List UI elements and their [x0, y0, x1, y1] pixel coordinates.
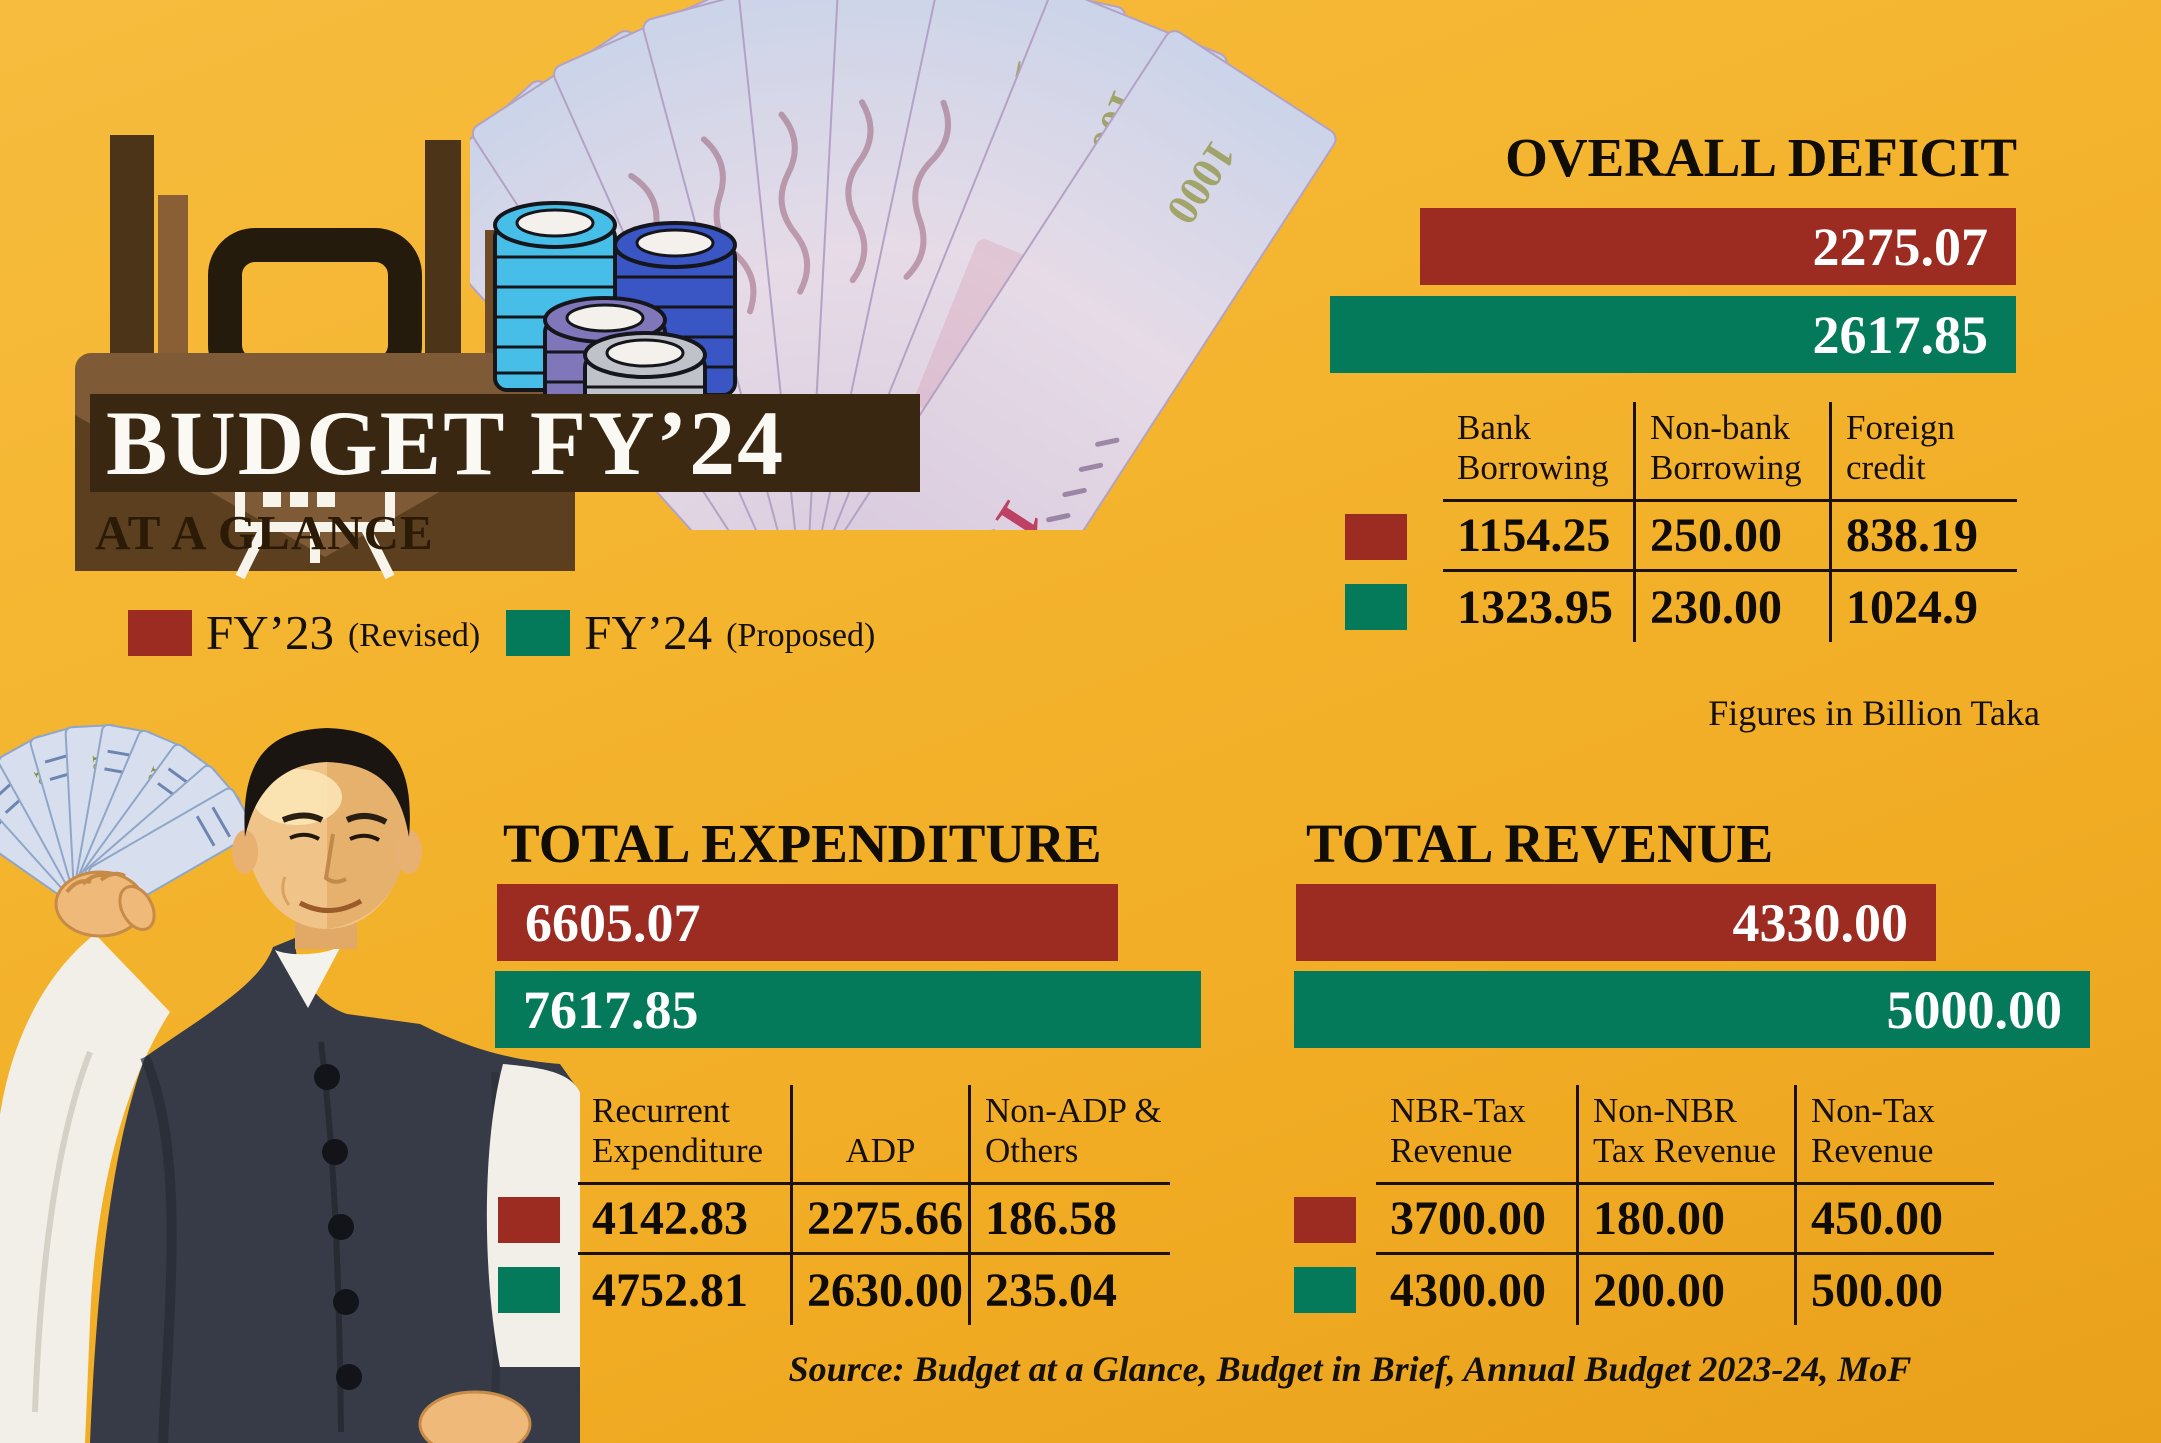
legend-swatch-fy24: [506, 609, 571, 656]
table-header-cell: NBR-Tax Revenue: [1376, 1085, 1576, 1185]
legend-qualifier: (Proposed): [726, 616, 876, 654]
figures-note: Figures in Billion Taka: [1708, 693, 2040, 733]
legend-item-fy23: FY’23 (Revised): [128, 604, 480, 661]
page-subtitle: AT A GLANCE: [95, 505, 434, 560]
brand-banner: BUDGET FY’24: [90, 392, 920, 494]
table-header-cell: Bank Borrowing: [1443, 402, 1633, 502]
legend-swatch-fy23: [128, 609, 192, 656]
row-swatch-fy24: [498, 1267, 560, 1313]
expenditure-bar-fy23: 6605.07: [497, 884, 1118, 961]
page-title: BUDGET FY’24: [106, 392, 786, 494]
table-header-row: Bank Borrowing Non-bank Borrowing Foreig…: [1345, 402, 2017, 502]
table-cell: 4142.83: [578, 1185, 790, 1255]
table-header-cell: Recurrent Expenditure: [578, 1085, 790, 1185]
deficit-breakdown-table: Bank Borrowing Non-bank Borrowing Foreig…: [1345, 402, 2017, 642]
row-swatch-fy24: [1345, 584, 1407, 630]
table-row-fy23: 3700.00 180.00 450.00: [1294, 1185, 1994, 1255]
row-swatch-fy23: [1345, 514, 1407, 560]
table-header-cell: ADP: [790, 1085, 968, 1185]
bar-value: 4330.00: [1732, 892, 1909, 953]
finance-minister-illustration: 1000 1000 1000 1000: [0, 712, 580, 1443]
table-header-cell: Non-ADP & Others: [968, 1085, 1170, 1185]
table-cell: 500.00: [1794, 1255, 1994, 1325]
table-cell: 1154.25: [1443, 502, 1633, 572]
table-header-row: NBR-Tax Revenue Non-NBR Tax Revenue Non-…: [1294, 1085, 1994, 1185]
legend-label: FY’23: [206, 605, 334, 660]
bar-value: 2275.07: [1812, 216, 1989, 277]
table-row-fy23: 4142.83 2275.66 186.58: [498, 1185, 1170, 1255]
bar-value: 5000.00: [1886, 979, 2063, 1040]
legend: FY’23 (Revised) FY’24 (Proposed): [128, 604, 875, 661]
table-header-row: Recurrent Expenditure ADP Non-ADP & Othe…: [498, 1085, 1170, 1185]
table-header-cell: Foreign credit: [1829, 402, 2017, 502]
table-cell: 230.00: [1633, 572, 1829, 642]
table-cell: 1323.95: [1457, 580, 1613, 634]
table-cell: 1024.9: [1829, 572, 2017, 642]
revenue-bar-fy24: 5000.00: [1294, 971, 2090, 1048]
table-cell: 4752.81: [592, 1263, 748, 1317]
legend-item-fy24: FY’24 (Proposed): [506, 604, 875, 661]
expenditure-bar-fy24: 7617.85: [495, 971, 1201, 1048]
table-cell: 186.58: [968, 1185, 1170, 1255]
expenditure-breakdown-table: Recurrent Expenditure ADP Non-ADP & Othe…: [498, 1085, 1170, 1325]
table-cell: 2275.66: [790, 1185, 968, 1255]
table-header-cell: Non-bank Borrowing: [1633, 402, 1829, 502]
legend-qualifier: (Revised): [347, 616, 481, 654]
table-cell: 3700.00: [1376, 1185, 1576, 1255]
table-row-fy23: 1154.25 250.00 838.19: [1345, 502, 2017, 572]
table-cell: 838.19: [1829, 502, 2017, 572]
revenue-breakdown-table: NBR-Tax Revenue Non-NBR Tax Revenue Non-…: [1294, 1085, 1994, 1325]
table-cell: 450.00: [1794, 1185, 1994, 1255]
table-cell: 2630.00: [790, 1255, 968, 1325]
section-title-overall-deficit: OVERALL DEFICIT: [1505, 127, 2017, 188]
section-title-total-expenditure: TOTAL EXPENDITURE: [503, 813, 1102, 874]
deficit-bar-fy23: 2275.07: [1420, 208, 2016, 285]
bar-value: 2617.85: [1812, 304, 1989, 365]
revenue-bar-fy23: 4330.00: [1296, 884, 1936, 961]
bar-value: 6605.07: [525, 892, 701, 953]
table-cell: 250.00: [1633, 502, 1829, 572]
table-cell: 235.04: [968, 1255, 1170, 1325]
row-swatch-fy23: [1294, 1197, 1356, 1243]
table-header-cell: Non-NBR Tax Revenue: [1576, 1085, 1794, 1185]
row-swatch-fy23: [498, 1197, 560, 1243]
section-title-total-revenue: TOTAL REVENUE: [1306, 813, 1774, 874]
table-header-cell: Non-Tax Revenue: [1794, 1085, 1994, 1185]
source-note: Source: Budget at a Glance, Budget in Br…: [788, 1349, 1912, 1389]
table-cell: 180.00: [1576, 1185, 1794, 1255]
table-cell: 200.00: [1576, 1255, 1794, 1325]
legend-label: FY’24: [584, 605, 713, 660]
table-row-fy24: 1323.95 230.00 1024.9: [1345, 572, 2017, 642]
deficit-bar-fy24: 2617.85: [1330, 296, 2016, 373]
table-row-fy24: 4752.81 2630.00 235.04: [498, 1255, 1170, 1325]
table-cell: 4300.00: [1390, 1263, 1546, 1317]
row-swatch-fy24: [1294, 1267, 1356, 1313]
bar-value: 7617.85: [523, 979, 699, 1040]
table-row-fy24: 4300.00 200.00 500.00: [1294, 1255, 1994, 1325]
